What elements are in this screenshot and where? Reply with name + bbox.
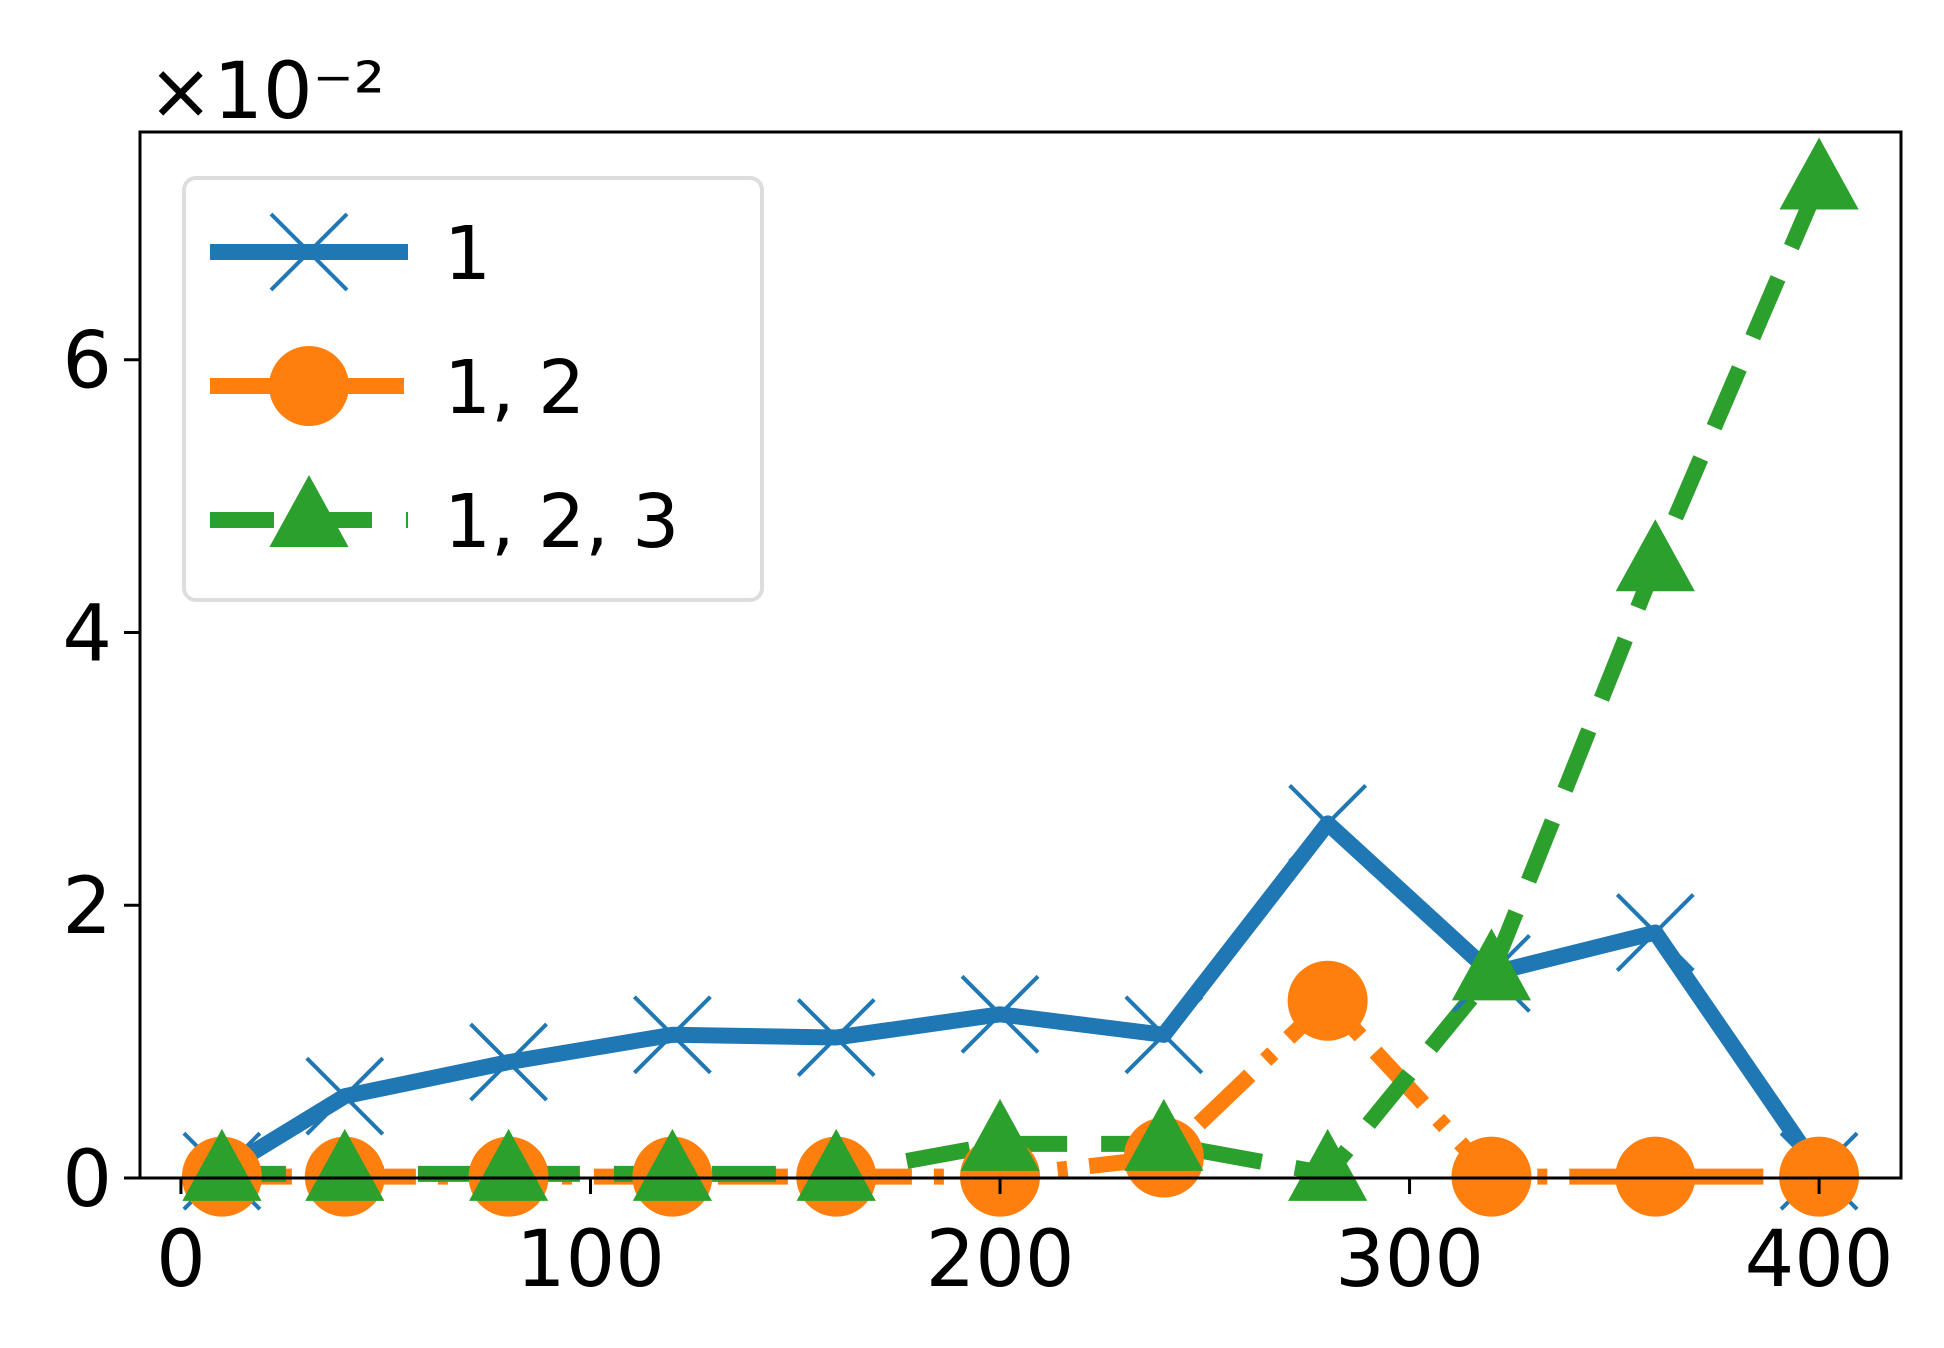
y-multiplier-label: ×10⁻²	[148, 47, 385, 137]
x-tick-label: 300	[1335, 1215, 1484, 1305]
legend-label-3: 1, 2, 3	[444, 479, 679, 565]
x-tick-label: 200	[926, 1215, 1075, 1305]
data-point-series-1-8	[1288, 784, 1368, 863]
data-point-series-1-6	[960, 974, 1040, 1054]
y-tick-label: 2	[62, 862, 112, 952]
data-point-series-3-8	[1288, 1128, 1368, 1201]
legend-marker-1	[269, 212, 349, 292]
x-axis: 0 100 200 300 400	[156, 1178, 1894, 1305]
x-tick-label: 0	[156, 1215, 206, 1305]
data-point-series-1-2	[305, 1056, 385, 1136]
data-point-series-3-7	[1124, 1098, 1204, 1171]
data-point-series-1-5	[796, 998, 876, 1077]
x-tick-label: 400	[1745, 1215, 1894, 1305]
legend-marker-2	[269, 346, 349, 426]
plot-frame	[138, 130, 1903, 1180]
data-point-series-3-5	[796, 1128, 876, 1201]
data-point-series-1-7	[1124, 995, 1204, 1075]
data-point-series-1-10	[1615, 893, 1695, 972]
legend: 1 1, 2 1, 2, 3	[182, 176, 764, 602]
y-tick-label: 6	[62, 317, 112, 407]
legend-marker-3	[269, 475, 349, 547]
series-line-3	[221, 179, 1827, 1182]
legend-label-1: 1	[444, 211, 491, 297]
data-point-series-3-2	[305, 1128, 385, 1201]
y-axis: 0 2 4 6	[62, 317, 140, 1225]
data-point-series-3-1	[182, 1128, 262, 1201]
data-point-series-3-10	[1615, 519, 1695, 592]
y-tick-label: 4	[62, 589, 112, 679]
data-point-series-3-3	[468, 1128, 549, 1201]
data-point-series-2-8	[1287, 960, 1368, 1041]
data-point-series-3-9	[1451, 928, 1532, 1001]
data-point-series-1-4	[632, 995, 712, 1075]
data-point-series-3-4	[632, 1128, 712, 1201]
data-point-series-1-3	[469, 1022, 548, 1102]
series-line-1	[217, 815, 1826, 1179]
data-point-series-3-6	[960, 1098, 1040, 1171]
legend-box	[182, 176, 764, 602]
x-tick-label: 100	[516, 1215, 665, 1305]
legend-label-2: 1, 2	[444, 345, 585, 431]
y-tick-label: 0	[62, 1135, 112, 1225]
data-point-series-3-11	[1779, 137, 1859, 210]
